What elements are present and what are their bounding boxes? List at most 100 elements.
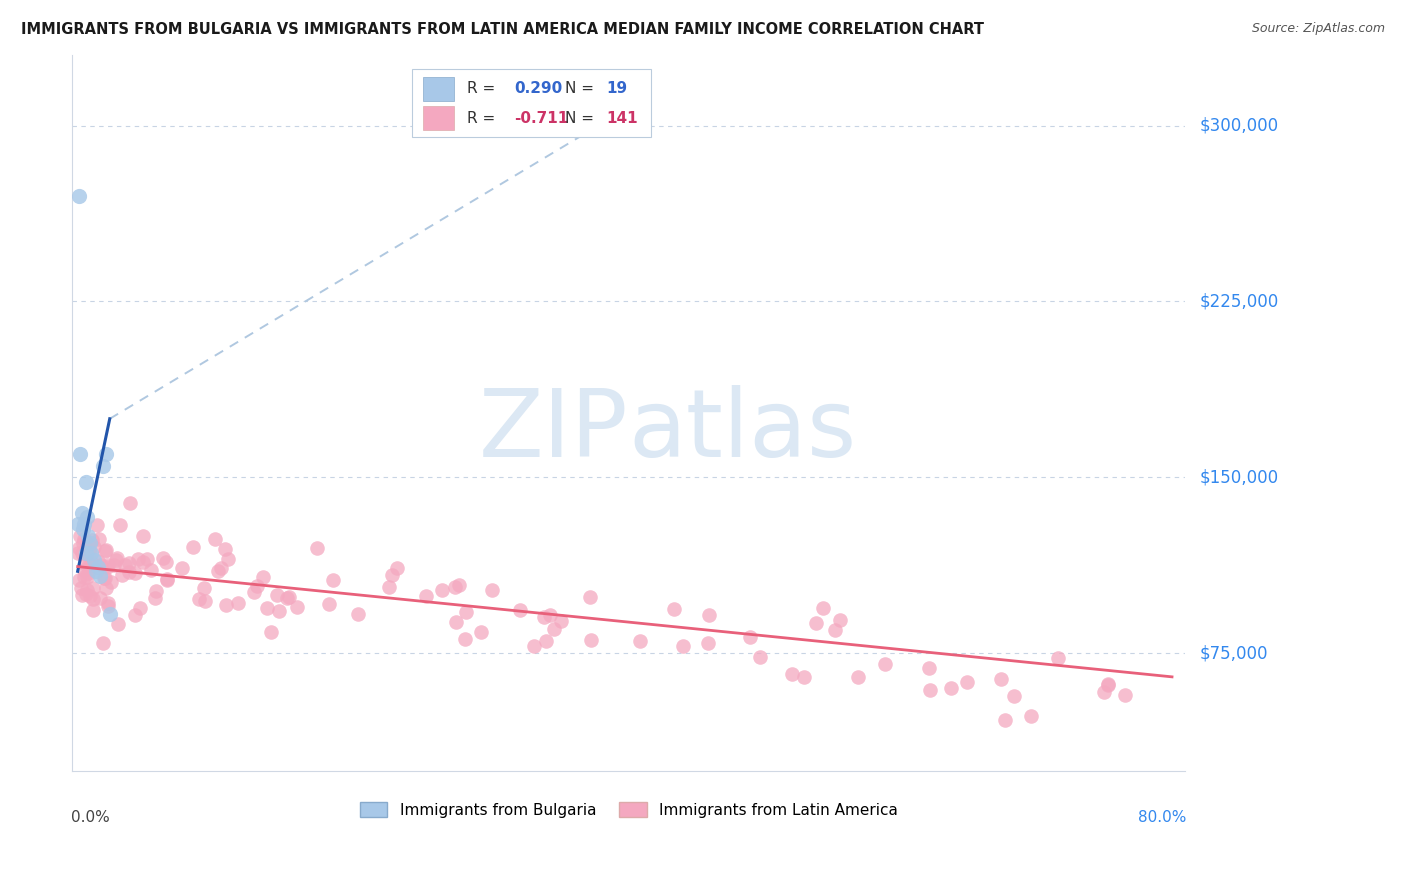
Point [204, 532, 226, 546]
Point [82, 581, 104, 595]
Point [628, 634, 651, 648]
Point [70, 588, 93, 602]
Point [269, 604, 291, 618]
Point [77, 529, 100, 543]
Point [780, 666, 803, 681]
Point [103, 558, 125, 573]
Point [156, 573, 179, 587]
FancyBboxPatch shape [412, 70, 651, 137]
Point [67, 546, 90, 560]
Point [118, 556, 141, 570]
Point [93, 571, 115, 585]
Point [96, 560, 118, 574]
Point [381, 568, 404, 582]
Point [79, 536, 101, 550]
Point [76, 582, 98, 597]
Point [73, 569, 96, 583]
Point [97, 558, 120, 573]
Point [1019, 709, 1042, 723]
Point [75, 587, 97, 601]
Point [91, 458, 114, 473]
Point [920, 682, 942, 697]
Point [579, 590, 602, 604]
Point [127, 552, 149, 566]
Point [322, 573, 344, 587]
Point [82, 533, 104, 547]
Point [77, 543, 100, 558]
Point [156, 572, 179, 586]
Point [69, 529, 91, 543]
Point [1097, 677, 1119, 691]
Point [70, 545, 93, 559]
Point [132, 529, 155, 543]
Text: R =: R = [467, 81, 496, 96]
Point [1002, 690, 1025, 704]
Point [89, 532, 111, 546]
Point [170, 561, 193, 575]
Point [107, 617, 129, 632]
Point [69, 581, 91, 595]
Point [76, 570, 98, 584]
Point [143, 591, 166, 606]
Point [80, 545, 103, 559]
Point [77, 566, 100, 581]
Point [217, 552, 239, 566]
Point [104, 553, 127, 567]
Point [114, 558, 136, 572]
Point [72, 536, 94, 550]
Point [846, 669, 869, 683]
Point [215, 598, 238, 612]
Point [307, 541, 329, 555]
Text: 0.290: 0.290 [515, 81, 562, 96]
Point [956, 674, 979, 689]
Point [118, 565, 141, 579]
Point [129, 601, 152, 615]
Point [543, 622, 565, 636]
Point [415, 589, 437, 603]
Text: N =: N = [565, 111, 595, 126]
Point [87, 559, 110, 574]
Point [97, 597, 120, 611]
Point [97, 599, 120, 613]
Point [276, 591, 298, 606]
Point [385, 561, 408, 575]
Point [285, 599, 308, 614]
Point [155, 555, 177, 569]
Text: IMMIGRANTS FROM BULGARIA VS IMMIGRANTS FROM LATIN AMERICA MEDIAN FAMILY INCOME C: IMMIGRANTS FROM BULGARIA VS IMMIGRANTS F… [21, 22, 984, 37]
Point [76, 536, 98, 550]
Point [509, 602, 531, 616]
Point [1047, 651, 1070, 665]
Point [93, 571, 115, 585]
Point [444, 615, 467, 630]
Point [533, 609, 555, 624]
Point [378, 580, 401, 594]
Point [347, 607, 370, 621]
Point [193, 581, 215, 595]
Point [67, 541, 90, 555]
Point [243, 585, 266, 599]
Point [83, 540, 105, 554]
Point [470, 625, 492, 640]
Point [94, 542, 117, 557]
Point [266, 588, 288, 602]
Point [277, 590, 299, 604]
Point [873, 657, 896, 671]
Point [697, 608, 720, 623]
Text: atlas: atlas [628, 384, 858, 477]
Text: N =: N = [565, 81, 595, 96]
Point [124, 607, 146, 622]
Point [214, 541, 236, 556]
Text: $150,000: $150,000 [1199, 468, 1278, 486]
Point [738, 630, 761, 644]
Text: $300,000: $300,000 [1199, 117, 1278, 135]
Text: 141: 141 [606, 111, 638, 126]
Point [523, 639, 546, 653]
Point [444, 580, 467, 594]
Bar [423, 106, 454, 130]
Text: 19: 19 [606, 81, 627, 96]
Point [73, 517, 96, 532]
Point [93, 544, 115, 558]
Point [1097, 678, 1119, 692]
Text: -0.711: -0.711 [515, 111, 568, 126]
Point [811, 601, 834, 615]
